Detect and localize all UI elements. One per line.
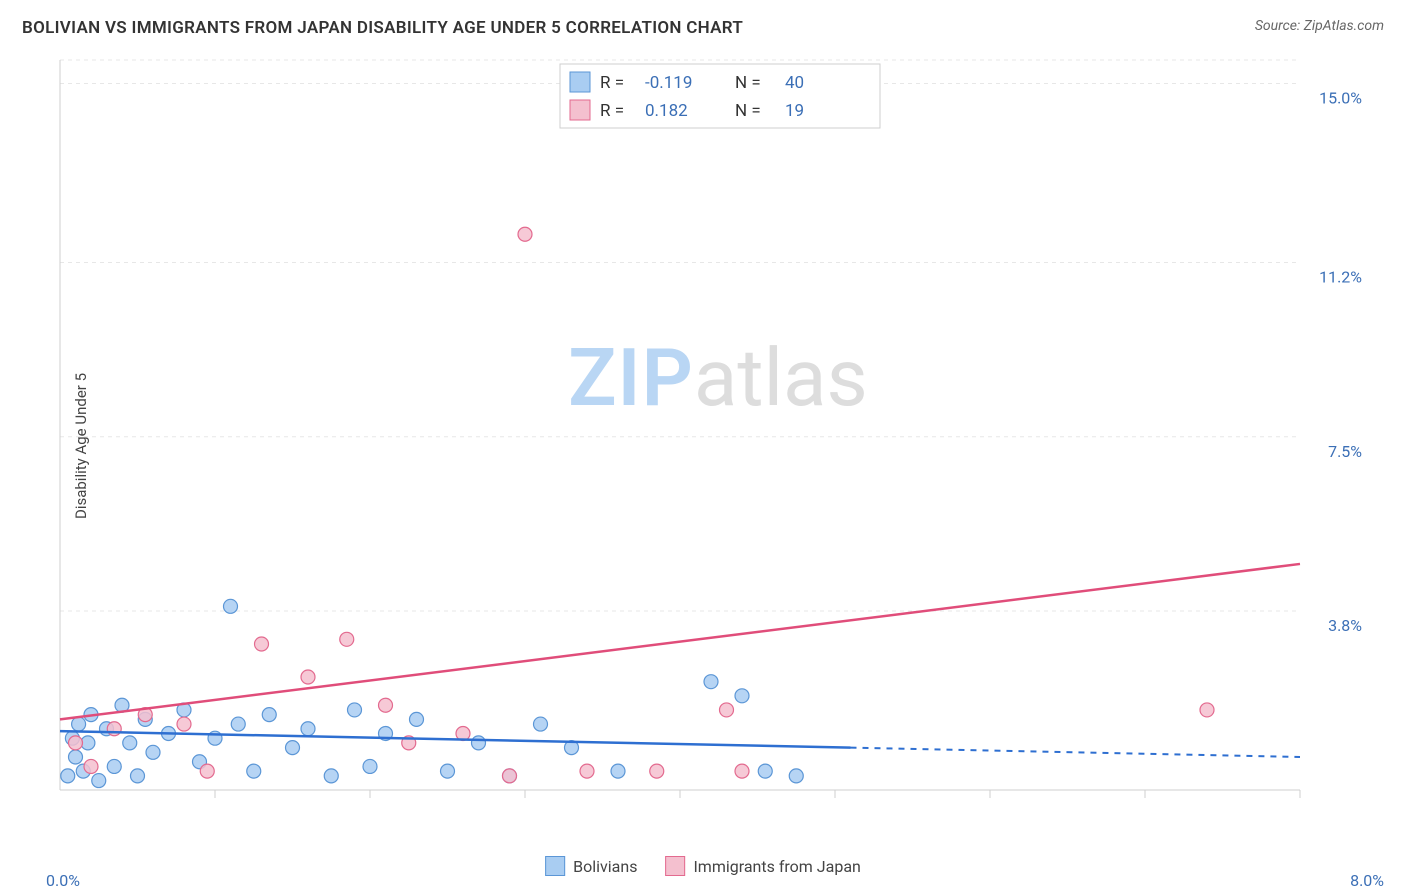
source-credit: Source: ZipAtlas.com bbox=[1255, 18, 1384, 34]
bottom-legend: Bolivians Immigrants from Japan bbox=[545, 856, 861, 876]
legend-label: Immigrants from Japan bbox=[693, 857, 860, 876]
svg-text:11.2%: 11.2% bbox=[1319, 268, 1362, 287]
svg-text:0.182: 0.182 bbox=[645, 101, 688, 121]
legend-item-japan: Immigrants from Japan bbox=[665, 856, 860, 876]
svg-text:N =: N = bbox=[735, 73, 761, 93]
svg-text:-0.119: -0.119 bbox=[645, 73, 692, 93]
svg-text:N =: N = bbox=[735, 101, 761, 121]
svg-text:7.5%: 7.5% bbox=[1328, 442, 1362, 461]
x-axis-max-label: 8.0% bbox=[1350, 871, 1384, 890]
legend-swatch-icon bbox=[665, 856, 685, 876]
svg-text:3.8%: 3.8% bbox=[1328, 616, 1362, 635]
scatter-chart-svg: 3.8% 7.5% 11.2% 15.0% R = -0.119 N = 40 R = 0.182… bbox=[50, 50, 1370, 810]
chart-title: BOLIVIAN VS IMMIGRANTS FROM JAPAN DISABI… bbox=[22, 18, 743, 38]
legend-label: Bolivians bbox=[573, 857, 637, 876]
legend-item-bolivians: Bolivians bbox=[545, 856, 637, 876]
svg-text:R =: R = bbox=[600, 73, 624, 93]
chart-plot-area: 3.8% 7.5% 11.2% 15.0% R = -0.119 N = 40 R = 0.182… bbox=[50, 50, 1386, 832]
svg-text:40: 40 bbox=[785, 73, 804, 93]
legend-swatch-icon bbox=[545, 856, 565, 876]
svg-text:19: 19 bbox=[785, 101, 804, 121]
svg-text:15.0%: 15.0% bbox=[1319, 89, 1362, 108]
x-axis-origin-label: 0.0% bbox=[46, 871, 80, 890]
svg-text:R =: R = bbox=[600, 101, 624, 121]
